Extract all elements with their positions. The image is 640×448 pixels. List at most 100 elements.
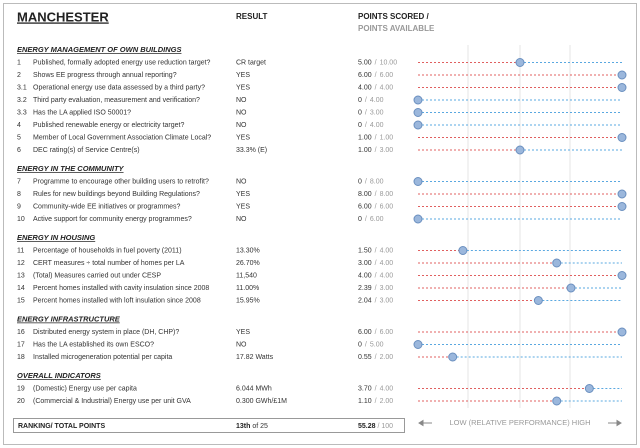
result: YES [236, 203, 250, 210]
separator: / [375, 285, 377, 292]
section-title: OVERALL INDICATORS [17, 371, 101, 380]
row-number: 9 [17, 203, 21, 210]
separator: / [375, 147, 377, 154]
result: YES [236, 72, 250, 79]
question: Installed microgeneration potential per … [33, 354, 172, 361]
row-number: 19 [17, 385, 25, 392]
available: 8.00 [370, 178, 384, 185]
score: 0.55/2.00 [358, 354, 393, 361]
score-value: 4.00 [358, 84, 372, 91]
score-value: 1.00 [358, 147, 372, 154]
performance-dot [617, 133, 627, 142]
performance-dot [413, 177, 423, 186]
question: Percent homes installed with cavity insu… [33, 285, 209, 292]
available: 2.00 [380, 354, 394, 361]
row-number: 5 [17, 134, 21, 141]
performance-dot [458, 246, 468, 255]
separator: / [375, 297, 377, 304]
row-number: 7 [17, 178, 21, 185]
title: MANCHESTER [17, 9, 109, 24]
available: 4.00 [380, 247, 394, 254]
separator: / [375, 84, 377, 91]
score: 1.00/3.00 [358, 147, 393, 154]
score: 5.00/10.00 [358, 59, 397, 66]
row-number: 20 [17, 398, 25, 405]
score: 0/5.00 [358, 341, 384, 348]
question: (Commercial & Industrial) Energy use per… [33, 398, 191, 405]
score-value: 8.00 [358, 191, 372, 198]
score-value: 2.04 [358, 297, 372, 304]
separator: / [375, 72, 377, 79]
score-value: 0 [358, 97, 362, 104]
performance-dot [413, 340, 423, 349]
available: 3.00 [380, 285, 394, 292]
scale-label: LOW (RELATIVE PERFORMANCE) HIGH [449, 418, 590, 427]
score: 0/4.00 [358, 97, 384, 104]
row-number: 15 [17, 297, 25, 304]
available: 10.00 [380, 59, 398, 66]
separator: / [375, 385, 377, 392]
score-value: 6.00 [358, 72, 372, 79]
points-header: POINTS SCORED / [358, 12, 429, 21]
score: 2.39/3.00 [358, 285, 393, 292]
plot-grid [467, 45, 571, 408]
separator: / [365, 109, 367, 116]
performance-dot [617, 83, 627, 92]
score: 0/4.00 [358, 122, 384, 129]
row-number: 11 [17, 247, 24, 254]
score-value: 1.50 [358, 247, 372, 254]
score-value: 6.00 [358, 329, 372, 336]
performance-dot [448, 352, 458, 362]
score: 1.00/1.00 [358, 134, 393, 141]
result: 0.300 GWh/£1M [236, 398, 287, 405]
score: 1.10/2.00 [358, 398, 393, 405]
score: 4.00/4.00 [358, 84, 393, 91]
separator: / [365, 122, 367, 129]
separator: / [375, 134, 377, 141]
separator: / [365, 97, 367, 104]
score-value: 0 [358, 216, 362, 223]
available-header: POINTS AVAILABLE [358, 24, 435, 33]
separator: / [365, 178, 367, 185]
row-number: 10 [17, 216, 25, 223]
score: 1.50/4.00 [358, 247, 393, 254]
separator: / [375, 354, 377, 361]
score-value: 0 [358, 178, 362, 185]
separator: / [365, 216, 367, 223]
separator: / [365, 341, 367, 348]
result: NO [236, 216, 247, 223]
score-value: 1.10 [358, 398, 372, 405]
result: NO [236, 341, 247, 348]
row-number: 13 [17, 272, 25, 279]
performance-dot [584, 384, 594, 393]
available: 6.00 [380, 203, 394, 210]
result: 11.00% [236, 285, 259, 292]
question: Percentage of households in fuel poverty… [33, 247, 182, 254]
performance-dot [617, 271, 627, 280]
score: 4.00/4.00 [358, 272, 393, 279]
question: Third party evaluation, measurement and … [33, 97, 200, 104]
question: Published, formally adopted energy use r… [33, 59, 211, 66]
section-title: ENERGY IN HOUSING [17, 233, 95, 242]
available: 5.00 [370, 341, 384, 348]
score-value: 0 [358, 341, 362, 348]
question: Active support for community energy prog… [33, 216, 192, 223]
score: 8.00/8.00 [358, 191, 393, 198]
score-value: 6.00 [358, 203, 372, 210]
question: Distributed energy system in place (DH, … [33, 329, 179, 336]
question: Community-wide EE initiatives or program… [33, 203, 181, 210]
row-number: 3.3 [17, 109, 27, 116]
row-number: 16 [17, 329, 25, 336]
ranking-label: RANKING/ TOTAL POINTS [18, 423, 105, 430]
performance-dot [515, 145, 525, 155]
result: YES [236, 134, 250, 141]
result: 26.70% [236, 260, 260, 267]
section-title: ENERGY IN THE COMMUNITY [17, 164, 125, 173]
score: 3.70/4.00 [358, 385, 393, 392]
total: 55.28 / 100 [358, 423, 393, 430]
result: YES [236, 329, 250, 336]
row-number: 18 [17, 354, 25, 361]
question: (Domestic) Energy use per capita [33, 385, 137, 392]
question: Member of Local Government Association C… [33, 134, 211, 141]
result-header: RESULT [236, 12, 268, 21]
